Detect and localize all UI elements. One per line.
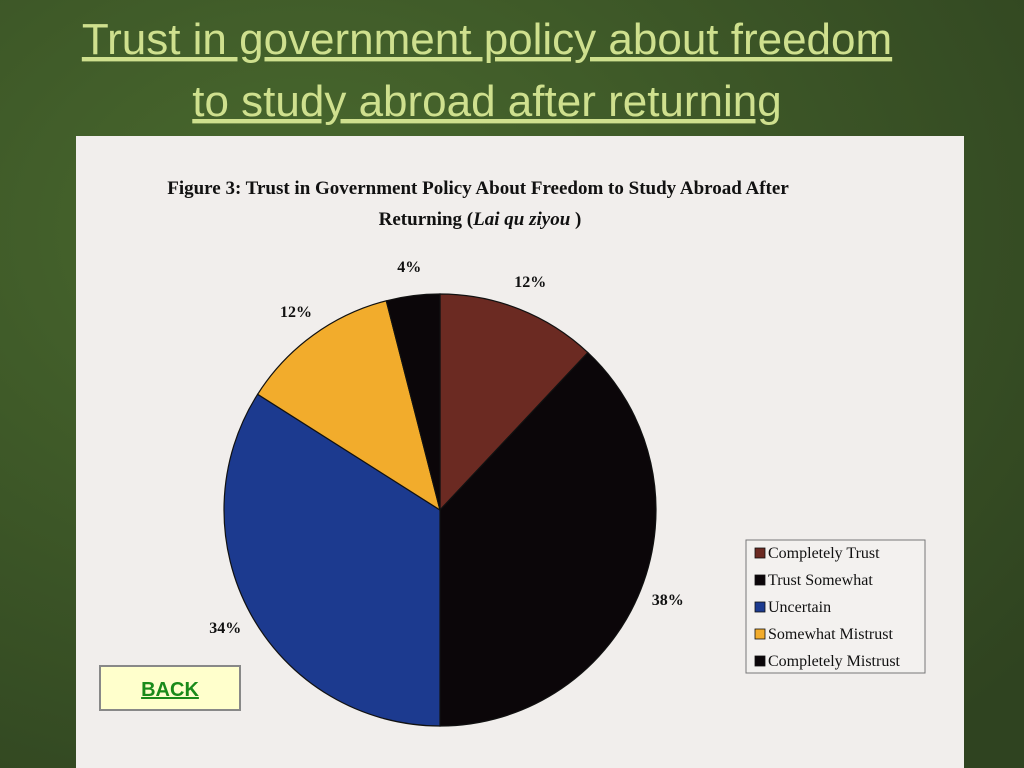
data-label: 12%: [280, 304, 312, 321]
chart-title-part: Lai qu ziyou: [472, 209, 570, 230]
data-label: 38%: [652, 592, 684, 609]
legend-label: Uncertain: [768, 599, 831, 616]
slide-title: to study abroad after returning: [192, 77, 781, 126]
legend-label: Trust Somewhat: [768, 572, 873, 589]
slide-title: Trust in government policy about freedom: [82, 15, 892, 64]
pie-slice: [223, 393, 441, 727]
legend-swatch: [754, 601, 766, 613]
legend-box: [745, 539, 926, 674]
back-button-box[interactable]: [99, 665, 241, 711]
chart-title-part: Returning (: [379, 209, 473, 230]
back-button[interactable]: BACK: [99, 665, 241, 711]
data-label: 4%: [397, 259, 421, 276]
data-label: 12%: [514, 274, 546, 291]
pie-slice: [256, 300, 441, 512]
pie-slice: [385, 293, 441, 511]
legend-label: Completely Trust: [768, 545, 880, 562]
legend-label: Somewhat Mistrust: [768, 626, 893, 643]
chart-title: Returning (Lai qu ziyou ): [379, 209, 582, 230]
pie-slice: [439, 351, 657, 727]
legend-swatch: [754, 628, 766, 640]
chart-title-part: ): [570, 209, 581, 230]
legend-swatch: [754, 547, 766, 559]
pie-slice: [439, 293, 589, 512]
legend-swatch: [754, 655, 766, 667]
legend-swatch: [754, 574, 766, 586]
chart-title: Figure 3: Trust in Government Policy Abo…: [167, 178, 789, 199]
legend-label: Completely Mistrust: [768, 653, 901, 670]
back-button-label[interactable]: BACK: [141, 679, 199, 701]
data-label: 34%: [209, 620, 241, 637]
